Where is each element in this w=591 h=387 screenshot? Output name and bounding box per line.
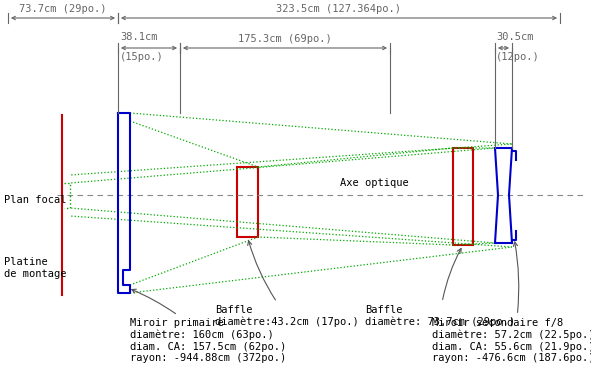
Text: (15po.): (15po.) xyxy=(120,52,164,62)
Text: Baffle
diamètre: 73.7cm (29po.): Baffle diamètre: 73.7cm (29po.) xyxy=(365,248,515,327)
Text: 73.7cm (29po.): 73.7cm (29po.) xyxy=(20,4,107,14)
Text: (12po.): (12po.) xyxy=(496,52,540,62)
Text: Axe optique: Axe optique xyxy=(340,178,409,188)
Text: 38.1cm: 38.1cm xyxy=(120,32,157,42)
Text: 175.3cm (69po.): 175.3cm (69po.) xyxy=(238,34,332,44)
Bar xyxy=(453,148,473,245)
Text: Miroir secondaire f/8
diamètre: 57.2cm (22.5po.)
diam. CA: 55.6cm (21.9po.)
rayo: Miroir secondaire f/8 diamètre: 57.2cm (… xyxy=(432,242,591,363)
Text: 30.5cm: 30.5cm xyxy=(496,32,534,42)
Text: Miroir primaire
diamètre: 160cm (63po.)
diam. CA: 157.5cm (62po.)
rayon: -944.88: Miroir primaire diamètre: 160cm (63po.) … xyxy=(130,289,286,363)
Text: Plan focal: Plan focal xyxy=(4,195,67,205)
Bar xyxy=(237,167,258,237)
Text: Platine
de montage: Platine de montage xyxy=(4,257,67,279)
Text: 323.5cm (127.364po.): 323.5cm (127.364po.) xyxy=(277,4,401,14)
Text: Baffle
diamètre:43.2cm (17po.): Baffle diamètre:43.2cm (17po.) xyxy=(215,241,359,327)
